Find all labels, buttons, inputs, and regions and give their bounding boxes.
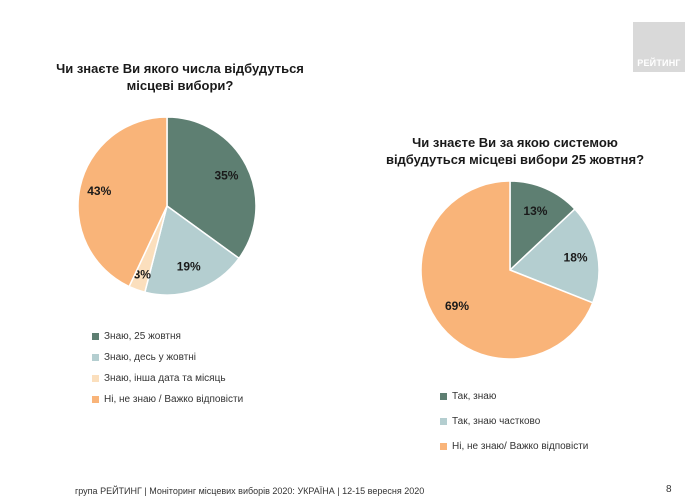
chart2-legend-label-2: Ні, не знаю/ Важко відповісти (452, 441, 589, 452)
chart1-title-line2: місцеві вибори? (126, 78, 234, 93)
chart1-legend-swatch-3 (92, 396, 99, 403)
chart1-legend-item-3: Ні, не знаю / Важко відповісти (92, 389, 243, 410)
chart2-slice-1 (508, 208, 600, 304)
chart2-legend-label-0: Так, знаю (452, 391, 497, 402)
chart1-legend-item-1: Знаю, десь у жовтні (92, 347, 243, 368)
chart1-legend-label-0: Знаю, 25 жовтня (104, 331, 181, 342)
chart2-title-line1: Чи знаєте Ви за якою системою (412, 135, 618, 150)
chart1-legend-label-1: Знаю, десь у жовтні (104, 352, 197, 363)
chart1-legend: Знаю, 25 жовтня Знаю, десь у жовтні Знаю, … (92, 326, 243, 410)
chart2-legend-item-2: Ні, не знаю/ Важко відповісти (440, 434, 588, 459)
chart2-title: Чи знаєте Ви за якою системою відбудутьс… (370, 134, 660, 168)
chart1-slice-label-3: 43% (87, 184, 111, 198)
chart1-legend-swatch-0 (92, 333, 99, 340)
chart1-legend-swatch-2 (92, 375, 99, 382)
chart1-legend-label-2: Знаю, інша дата та місяць (104, 373, 226, 384)
chart1-title-line1: Чи знаєте Ви якого числа відбудуться (56, 61, 304, 76)
chart2-legend-label-1: Так, знаю частково (452, 416, 541, 427)
chart2-legend-swatch-0 (440, 393, 447, 400)
chart2-legend-item-1: Так, знаю частково (440, 409, 588, 434)
chart2-legend: Так, знаю Так, знаю частково Ні, не знаю/ … (440, 384, 588, 459)
chart1-title: Чи знаєте Ви якого числа відбудуться міс… (40, 60, 320, 94)
page-number: 8 (666, 484, 672, 495)
chart2-slice-label-2: 69% (445, 299, 469, 313)
chart2-title-line2: відбудуться місцеві вибори 25 жовтня? (385, 152, 645, 167)
chart1-slice-label-1: 19% (177, 259, 201, 273)
chart2-slice-0 (509, 180, 576, 272)
chart2-slice-label-1: 18% (564, 250, 588, 264)
rating-logo: РЕЙТИНГ (633, 22, 685, 72)
chart2-legend-swatch-2 (440, 443, 447, 450)
chart1-slice-0 (166, 116, 257, 260)
chart1-slice-label-0: 35% (214, 169, 238, 183)
chart2-slice-2 (420, 180, 594, 360)
logo-text: РЕЙТИНГ (637, 58, 681, 68)
chart1-slice-label-2: 3% (134, 268, 152, 282)
chart2-legend-swatch-1 (440, 418, 447, 425)
chart1-legend-item-2: Знаю, інша дата та місяць (92, 368, 243, 389)
chart1-slice-1 (143, 204, 241, 296)
chart1-legend-label-3: Ні, не знаю / Важко відповісти (104, 394, 244, 405)
chart1-legend-swatch-1 (92, 354, 99, 361)
footer-text: група РЕЙТИНГ | Моніторинг місцевих вибо… (75, 486, 425, 496)
chart1-legend-item-0: Знаю, 25 жовтня (92, 326, 243, 347)
chart2-legend-item-0: Так, знаю (440, 384, 588, 409)
chart1-slice-3 (77, 116, 168, 288)
chart2-slice-label-0: 13% (523, 204, 547, 218)
